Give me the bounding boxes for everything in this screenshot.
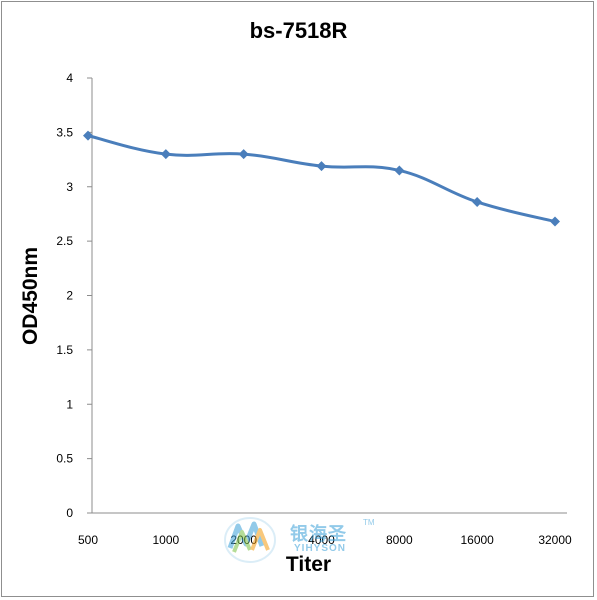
watermark-text-cn: 银海圣: [290, 524, 347, 545]
y-tick-label: 2.5: [56, 234, 73, 248]
logo-mark-icon: [224, 517, 276, 563]
y-tick-label: 4: [66, 71, 73, 85]
x-tick-label: 1000: [152, 533, 179, 547]
data-point-marker: [238, 149, 249, 160]
series-line: [87, 134, 556, 224]
chart-title: bs-7518R: [249, 18, 348, 43]
data-point-marker: [550, 216, 560, 227]
y-tick-label: 2: [66, 289, 73, 303]
x-tick-label: 8000: [386, 533, 413, 547]
x-tick-label: 32000: [538, 533, 572, 547]
y-tick-label: 1: [66, 397, 73, 411]
x-tick-label: 4000: [308, 533, 335, 547]
yihyson-logo-watermark: 银海圣 TM YIHYSON: [218, 510, 388, 570]
data-point-marker: [160, 149, 171, 160]
watermark-tm: TM: [363, 518, 375, 527]
y-tick-label: 0: [66, 506, 73, 520]
y-tick-label: 3: [66, 180, 73, 194]
data-point-marker: [472, 196, 483, 207]
y-tick-label: 3.5: [56, 125, 73, 139]
x-axis-label: Titer: [285, 553, 332, 576]
y-tick-label: 1.5: [56, 343, 73, 357]
data-point-marker: [316, 161, 327, 172]
x-tick-label: 500: [78, 533, 98, 547]
x-tick-label: 16000: [460, 533, 494, 547]
data-point-marker: [83, 130, 93, 141]
y-tick-label: 0.5: [56, 452, 73, 466]
watermark-text-en: YIHYSON: [294, 543, 347, 554]
data-point-marker: [394, 165, 405, 176]
